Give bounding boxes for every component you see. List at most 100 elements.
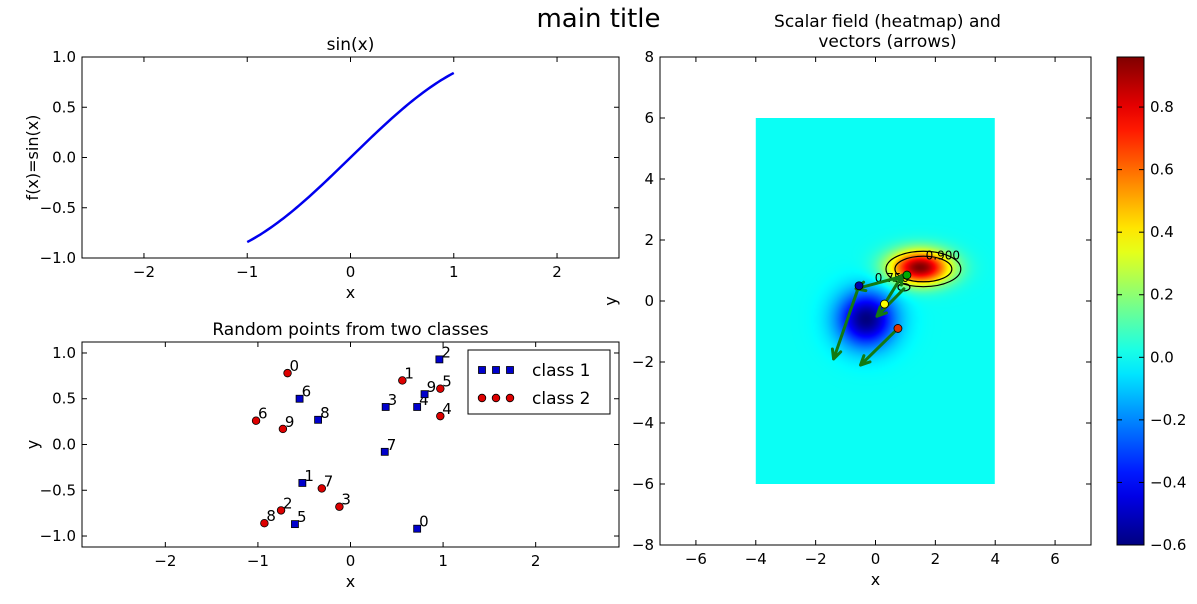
point-label: 7: [387, 436, 397, 454]
x-tick-label: −6: [685, 550, 707, 568]
class1-point: [295, 394, 304, 403]
x-tick-label: 1: [449, 263, 459, 281]
axes-frame: [81, 56, 620, 259]
y-tick-label: −1.0: [40, 249, 76, 267]
y-tick-label: −0.5: [40, 481, 76, 499]
point-label: 9: [285, 413, 295, 431]
x-tick-label: 6: [1050, 550, 1060, 568]
x-tick-label: 2: [931, 550, 941, 568]
y-tick-label: −2: [632, 353, 654, 371]
colorbar-tick-label: 0.0: [1150, 348, 1174, 366]
class2-point: [283, 368, 292, 378]
colorbar-tick-label: 0.2: [1150, 286, 1174, 304]
legend-entry: class 1: [532, 361, 590, 381]
x-tick-label: 0: [346, 263, 356, 281]
x-axis-label: x: [346, 572, 355, 591]
point-label: 5: [442, 373, 452, 391]
x-tick-label: 1: [438, 552, 448, 570]
point-label: 2: [283, 494, 293, 512]
legend-marker: [505, 393, 515, 403]
field-point: [880, 299, 889, 309]
y-tick-label: −6: [632, 475, 654, 493]
colorbar-tick-label: −0.4: [1150, 473, 1186, 491]
sin-series-line: [246, 71, 455, 244]
plot-title-line: vectors (arrows): [818, 32, 956, 52]
plot-title-line: Scalar field (heatmap) and: [774, 12, 1001, 32]
point-label: 8: [320, 404, 330, 422]
y-tick-label: 1.0: [52, 344, 76, 362]
x-axis-label: x: [346, 283, 355, 302]
point-label: 0: [419, 513, 429, 531]
field-point: [902, 270, 912, 280]
point-label: 0: [290, 357, 300, 375]
y-axis-label: y: [601, 296, 620, 305]
figure-suptitle: main title: [536, 4, 661, 34]
heatmap-plot: −6 −4 −2 0 2 4 6 −8 −6 −4 −2 0 2 4 6 8 x y Scalar field (h…: [601, 12, 1092, 589]
class2-point: [276, 506, 286, 515]
legend-marker: [491, 393, 501, 403]
class2-point: [278, 424, 288, 434]
x-tick-label: 4: [990, 550, 1000, 568]
point-label: 3: [341, 491, 351, 509]
y-tick-label: −4: [632, 414, 654, 432]
x-tick-label: 2: [552, 263, 562, 281]
x-tick-label: −1: [236, 263, 258, 281]
vector-arrow: [859, 326, 900, 367]
y-tick-label: −0.5: [40, 199, 76, 217]
vector-arrow: [875, 287, 906, 318]
legend-marker: [492, 366, 500, 374]
legend-marker: [506, 366, 514, 374]
class1-point: [420, 390, 429, 399]
y-tick-label: 0.0: [52, 149, 76, 167]
y-tick-label: 4: [644, 170, 654, 188]
x-tick-label: −4: [745, 550, 767, 568]
class1-point: [314, 415, 322, 424]
colorbar-tick-label: 0.8: [1150, 98, 1174, 116]
point-label: 1: [404, 364, 414, 382]
point-label: 1: [304, 467, 314, 485]
contour-line: [885, 250, 962, 288]
y-tick-label: 0.0: [52, 436, 76, 454]
field-point: [854, 281, 864, 291]
axes-frame: [81, 341, 620, 548]
class2-point: [436, 384, 445, 393]
class2-point: [436, 411, 445, 421]
point-label: 5: [297, 508, 307, 526]
axes-frame: [659, 56, 1092, 546]
field-point: [893, 324, 903, 333]
point-label: 4: [442, 400, 452, 418]
x-tick-label: −2: [133, 263, 155, 281]
plot-title: Random points from two classes: [212, 320, 488, 340]
class1-point: [380, 447, 389, 456]
y-tick-label: 0.5: [52, 98, 76, 116]
y-tick-label: 6: [644, 109, 654, 127]
x-tick-label: 0: [871, 550, 881, 568]
class2-point: [251, 416, 261, 425]
y-tick-label: −8: [632, 536, 654, 554]
class1-point: [435, 355, 444, 364]
point-label: 2: [441, 343, 451, 361]
sin-plot: −2 −1 0 1 2 −1.0 −0.5 0.0 0.5 1.0 x f(x)=sin(x) sin(…: [23, 35, 620, 302]
class1-point: [413, 403, 422, 411]
colorbar-bar: [1116, 56, 1145, 546]
colorbar-tick-label: 0.6: [1150, 161, 1174, 179]
class1-point: [413, 524, 422, 533]
y-axis-label: f(x)=sin(x): [23, 115, 42, 201]
point-label: 7: [324, 472, 334, 490]
y-tick-label: −1.0: [40, 527, 76, 545]
x-tick-label: −1: [247, 552, 269, 570]
x-tick-label: 2: [531, 552, 541, 570]
x-tick-label: −2: [805, 550, 827, 568]
contour-label: 0.900: [926, 248, 960, 262]
heatmap-image: [755, 118, 995, 484]
point-label: 8: [266, 507, 276, 525]
class2-point: [260, 519, 269, 528]
legend-box: [467, 349, 611, 415]
y-tick-label: 8: [644, 48, 654, 66]
vector-arrow: [830, 284, 861, 361]
x-tick-label: 0: [346, 552, 356, 570]
x-tick-label: −2: [154, 552, 176, 570]
point-label: 3: [388, 391, 398, 409]
colorbar: −0.6 −0.4 −0.2 0.0 0.2 0.4 0.6 0.8: [1116, 56, 1186, 554]
